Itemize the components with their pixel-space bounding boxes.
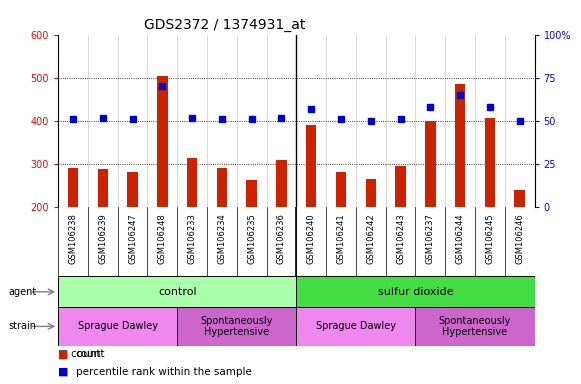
Text: percentile rank within the sample: percentile rank within the sample [76, 366, 252, 377]
Bar [296, 307, 415, 346]
Text: agent: agent [9, 287, 37, 297]
Text: GSM106233: GSM106233 [188, 213, 196, 264]
Text: GSM106237: GSM106237 [426, 213, 435, 264]
Text: GSM106244: GSM106244 [456, 213, 465, 263]
Bar [58, 307, 177, 346]
Text: GSM106238: GSM106238 [69, 213, 77, 264]
Bar [276, 160, 286, 207]
Text: Spontaneously
Hypertensive: Spontaneously Hypertensive [439, 316, 511, 337]
Text: GSM106247: GSM106247 [128, 213, 137, 264]
Bar [58, 276, 296, 307]
Text: sulfur dioxide: sulfur dioxide [378, 287, 453, 297]
Text: ■: ■ [58, 366, 69, 377]
Text: GSM106236: GSM106236 [277, 213, 286, 264]
Bar [246, 180, 257, 207]
Text: control: control [158, 287, 196, 297]
Bar [514, 190, 525, 207]
Bar [306, 125, 317, 207]
Bar [68, 167, 78, 207]
Text: GSM106234: GSM106234 [217, 213, 227, 264]
Text: GSM106245: GSM106245 [485, 213, 494, 263]
Text: GDS2372 / 1374931_at: GDS2372 / 1374931_at [144, 18, 305, 32]
Bar [336, 172, 346, 207]
Bar [177, 307, 296, 346]
Bar [296, 276, 535, 307]
Text: Sprague Dawley: Sprague Dawley [316, 321, 396, 331]
Text: ■ count: ■ count [58, 349, 101, 359]
Text: GSM106239: GSM106239 [98, 213, 107, 264]
Bar [395, 166, 406, 207]
Text: GSM106240: GSM106240 [307, 213, 315, 263]
Text: GSM106241: GSM106241 [336, 213, 346, 263]
Text: GSM106242: GSM106242 [366, 213, 375, 263]
Bar [425, 121, 436, 207]
Text: GSM106246: GSM106246 [515, 213, 524, 264]
Text: Spontaneously
Hypertensive: Spontaneously Hypertensive [200, 316, 273, 337]
Bar [187, 158, 198, 207]
Text: GSM106243: GSM106243 [396, 213, 405, 264]
Text: Sprague Dawley: Sprague Dawley [78, 321, 157, 331]
Bar [98, 169, 108, 207]
Text: count: count [76, 349, 105, 359]
Bar [455, 84, 465, 207]
Text: GSM106248: GSM106248 [158, 213, 167, 264]
Text: ■: ■ [58, 349, 69, 359]
Bar [217, 169, 227, 207]
Bar [485, 118, 495, 207]
Bar [127, 172, 138, 207]
Text: GSM106235: GSM106235 [247, 213, 256, 264]
Bar [415, 307, 535, 346]
Bar [157, 76, 167, 207]
Text: strain: strain [9, 321, 37, 331]
Bar [365, 179, 376, 207]
